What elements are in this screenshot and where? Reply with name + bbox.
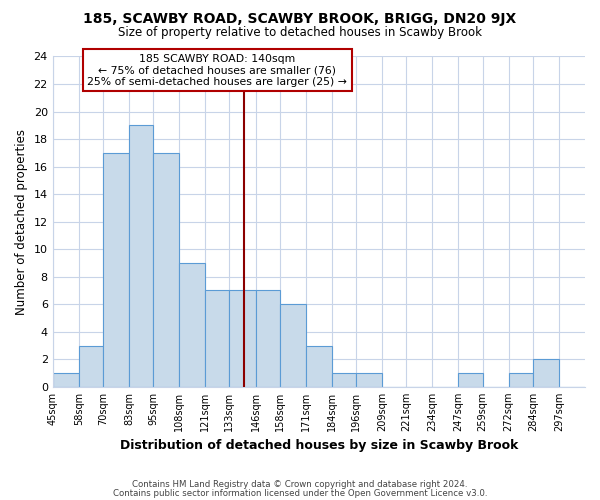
Bar	[256, 290, 280, 387]
Text: Contains public sector information licensed under the Open Government Licence v3: Contains public sector information licen…	[113, 489, 487, 498]
Bar	[179, 263, 205, 387]
X-axis label: Distribution of detached houses by size in Scawby Brook: Distribution of detached houses by size …	[119, 440, 518, 452]
Bar	[229, 290, 256, 387]
Text: Size of property relative to detached houses in Scawby Brook: Size of property relative to detached ho…	[118, 26, 482, 39]
Bar	[332, 373, 356, 387]
Bar	[306, 346, 332, 387]
Bar	[458, 373, 482, 387]
Y-axis label: Number of detached properties: Number of detached properties	[15, 128, 28, 314]
Bar	[533, 360, 559, 387]
Bar	[129, 126, 153, 387]
Text: Contains HM Land Registry data © Crown copyright and database right 2024.: Contains HM Land Registry data © Crown c…	[132, 480, 468, 489]
Bar	[53, 373, 79, 387]
Bar	[153, 153, 179, 387]
Text: 185, SCAWBY ROAD, SCAWBY BROOK, BRIGG, DN20 9JX: 185, SCAWBY ROAD, SCAWBY BROOK, BRIGG, D…	[83, 12, 517, 26]
Bar	[280, 304, 306, 387]
Bar	[205, 290, 229, 387]
Bar	[356, 373, 382, 387]
Bar	[103, 153, 129, 387]
Bar	[509, 373, 533, 387]
Text: 185 SCAWBY ROAD: 140sqm
← 75% of detached houses are smaller (76)
25% of semi-de: 185 SCAWBY ROAD: 140sqm ← 75% of detache…	[88, 54, 347, 87]
Bar	[79, 346, 103, 387]
